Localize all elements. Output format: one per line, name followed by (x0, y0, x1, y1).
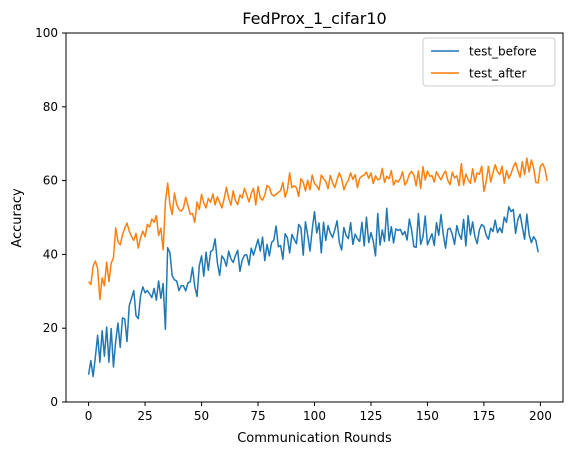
x-tick-label: 50 (194, 409, 209, 423)
x-tick-label: 125 (360, 409, 383, 423)
y-tick-label: 100 (35, 26, 58, 40)
y-axis-label: Accuracy (10, 188, 25, 248)
series-line-test-after (87, 157, 548, 301)
x-tick-label: 200 (529, 409, 552, 423)
x-tick-label: 25 (137, 409, 152, 423)
plot-frame (65, 32, 564, 403)
chart-title: FedProx_1_cifar10 (242, 9, 386, 29)
x-tick-label: 75 (250, 409, 265, 423)
legend-entry-label: test_after (469, 67, 527, 81)
x-tick-label: 0 (85, 409, 93, 423)
x-axis-label: Communication Rounds (237, 431, 392, 446)
x-tick-label: 150 (416, 409, 439, 423)
plot-area (87, 157, 548, 378)
series-line-test-before (87, 206, 539, 378)
legend: test_before test_after (422, 37, 556, 87)
y-tick-label: 0 (50, 395, 58, 409)
y-tick-label: 80 (43, 100, 58, 114)
x-axis-ticks: 0 25 50 75 100 125 150 175 200 (85, 402, 552, 423)
legend-box (422, 37, 556, 87)
legend-entry-label: test_before (469, 45, 537, 59)
y-tick-label: 20 (43, 321, 58, 335)
x-tick-label: 100 (303, 409, 326, 423)
y-tick-label: 40 (43, 247, 58, 261)
y-axis-ticks: 0 20 40 60 80 100 (35, 26, 66, 409)
y-tick-label: 60 (43, 174, 58, 188)
x-tick-label: 175 (472, 409, 495, 423)
